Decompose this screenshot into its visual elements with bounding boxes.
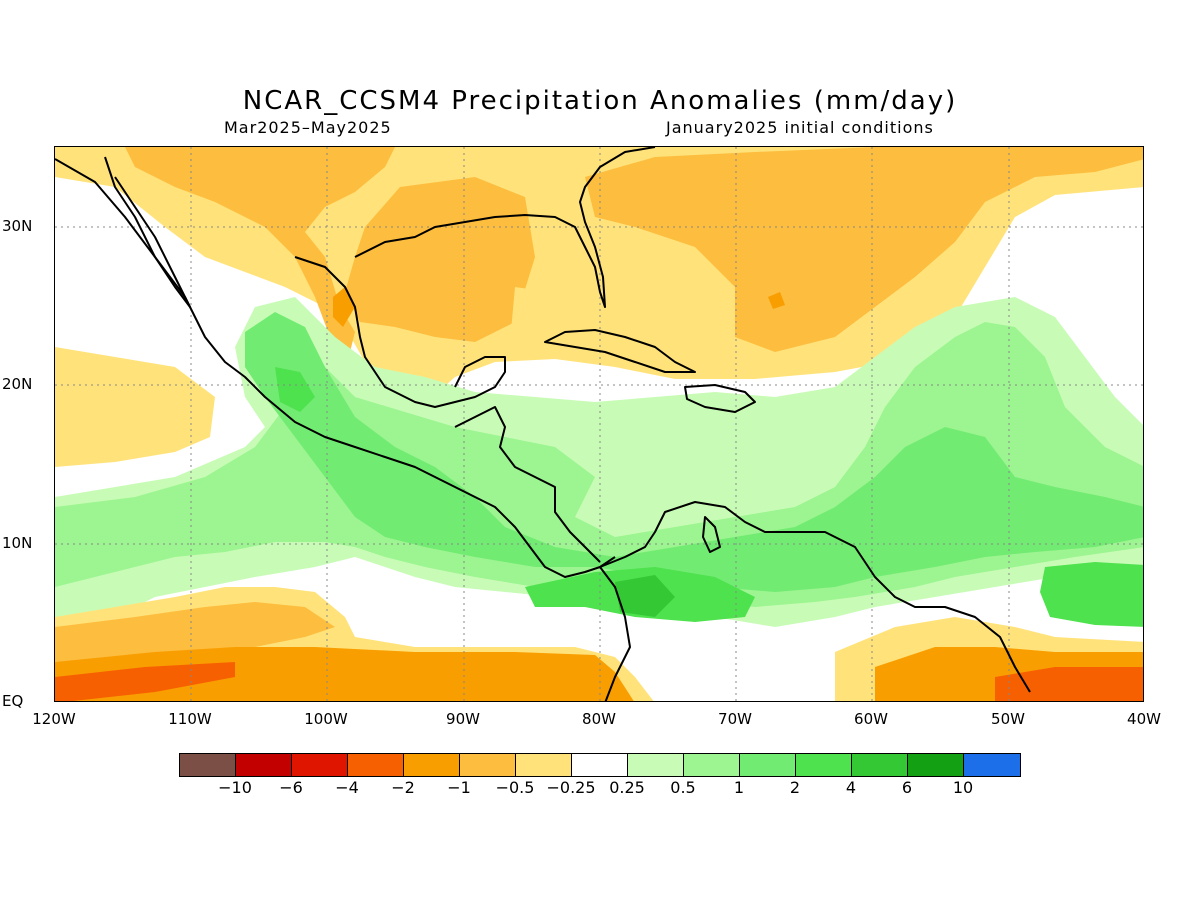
coast-lake-maracaibo — [702, 516, 721, 553]
colorbar-swatch-8 — [628, 754, 684, 776]
colorbar — [179, 753, 1021, 777]
anomaly-dry-south-band-2 — [55, 602, 335, 662]
coast-us-gulf — [354, 147, 656, 308]
colorbar-label: 2 — [789, 778, 801, 797]
gridlines — [55, 147, 1143, 701]
anomaly-dry-south-band-4 — [55, 662, 235, 701]
lon-label-50w: 50W — [991, 710, 1025, 728]
colorbar-label: 6 — [901, 778, 913, 797]
coast-baja — [104, 156, 191, 308]
coast-south-america — [599, 501, 1031, 693]
coast-hispaniola — [684, 384, 756, 413]
anomaly-wet-strong — [245, 312, 1143, 592]
anomaly-dry-carib-tongue — [510, 287, 655, 357]
coastlines — [55, 147, 1031, 701]
colorbar-label: 0.25 — [609, 778, 645, 797]
colorbar-swatch-5 — [460, 754, 516, 776]
colorbar-swatch-11 — [796, 754, 852, 776]
map-canvas — [55, 147, 1143, 701]
colorbar-swatch-6 — [516, 754, 572, 776]
colorbar-swatch-7 — [572, 754, 628, 776]
anomaly-dry-pacific-west — [55, 347, 215, 467]
lat-label-eq: EQ — [2, 692, 24, 710]
lat-label-10n: 10N — [2, 534, 33, 552]
anomaly-dry-small-2 — [768, 292, 785, 309]
anomaly-dry-guianas-3 — [995, 667, 1143, 701]
anomaly-wet-6-colombia — [615, 575, 675, 617]
anomaly-dry-mexico-inner — [125, 147, 395, 352]
lon-label-120w: 120W — [32, 710, 76, 728]
colorbar-label: 4 — [845, 778, 857, 797]
colorbar-label: −4 — [335, 778, 359, 797]
precipitation-anomaly-map — [54, 146, 1144, 702]
lat-label-30n: 30N — [2, 217, 33, 235]
colorbar-swatch-13 — [908, 754, 964, 776]
coast-colombia-pacific — [599, 566, 631, 701]
anomaly-wet-4-atlantic — [1040, 562, 1143, 627]
colorbar-swatch-3 — [348, 754, 404, 776]
lon-label-100w: 100W — [304, 710, 348, 728]
colorbar-label: −1 — [447, 778, 471, 797]
lon-label-80w: 80W — [582, 710, 616, 728]
colorbar-label: 0.5 — [670, 778, 696, 797]
map-title: NCAR_CCSM4 Precipitation Anomalies (mm/d… — [242, 86, 958, 116]
lon-label-110w: 110W — [168, 710, 212, 728]
lon-label-60w: 60W — [854, 710, 888, 728]
anomaly-dry-atlantic — [585, 147, 1143, 352]
colorbar-swatch-9 — [684, 754, 740, 776]
lon-label-40w: 40W — [1127, 710, 1161, 728]
coast-central-america — [454, 406, 601, 563]
lat-label-20n: 20N — [2, 375, 33, 393]
coast-gulf-mexico — [294, 256, 506, 408]
colorbar-label: 1 — [733, 778, 745, 797]
colorbar-label: −0.5 — [495, 778, 535, 797]
season-label: Mar2025–May2025 — [224, 118, 392, 137]
colorbar-swatch-4 — [404, 754, 460, 776]
colorbar-label: 10 — [952, 778, 974, 797]
anomaly-wet-4 — [275, 367, 315, 412]
colorbar-label: −2 — [391, 778, 415, 797]
colorbar-swatch-0 — [180, 754, 236, 776]
anomaly-dry-south-band-3 — [55, 647, 634, 701]
colorbar-label: −10 — [218, 778, 252, 797]
colorbar-swatch-14 — [964, 754, 1020, 776]
initial-conditions-label: January2025 initial conditions — [666, 118, 934, 137]
colorbar-swatch-12 — [852, 754, 908, 776]
lon-label-70w: 70W — [718, 710, 752, 728]
colorbar-swatch-2 — [292, 754, 348, 776]
colorbar-swatch-10 — [740, 754, 796, 776]
colorbar-label: −6 — [279, 778, 303, 797]
lon-label-90w: 90W — [446, 710, 480, 728]
coast-cuba — [544, 329, 696, 373]
colorbar-swatch-1 — [236, 754, 292, 776]
colorbar-label: −0.25 — [546, 778, 596, 797]
